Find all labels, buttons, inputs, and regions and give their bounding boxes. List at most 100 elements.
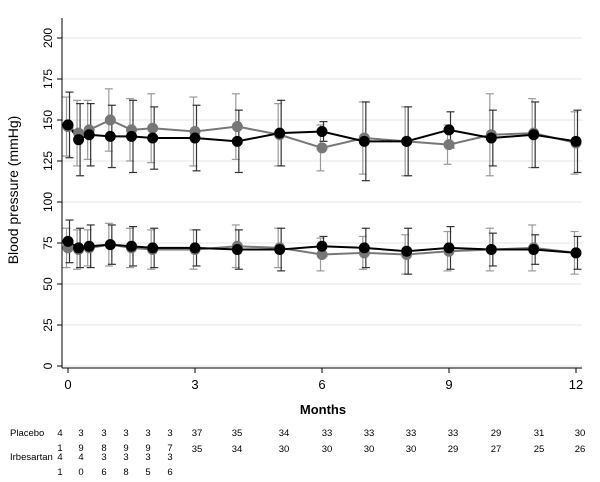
risk-table-cell: 0	[78, 467, 83, 478]
irbesartan-systolic-point	[147, 132, 159, 144]
risk-table-cell: 3	[167, 428, 172, 439]
irbesartan-diastolic-point	[126, 240, 137, 252]
risk-table-cell: 30	[575, 428, 586, 439]
irbesartan-systolic-point	[104, 130, 116, 142]
risk-table-cell: 34	[279, 428, 290, 439]
risk-table-cell: 3	[123, 452, 128, 463]
irbesartan-diastolic-point	[358, 242, 370, 254]
irbesartan-diastolic-point	[147, 242, 159, 254]
risk-table-cell: 27	[491, 444, 502, 455]
series-points	[62, 114, 582, 260]
irbesartan-systolic-point	[485, 132, 497, 144]
irbesartan-systolic-point	[316, 125, 328, 137]
risk-table-cell: 5	[145, 467, 150, 478]
irbesartan-systolic-point	[528, 129, 540, 141]
risk-table-cell: 31	[534, 428, 545, 439]
irbesartan-diastolic-line	[67, 240, 577, 254]
irbesartan-diastolic-point	[73, 242, 85, 254]
irbesartan-diastolic-point	[443, 242, 455, 254]
y-tick-label: 175	[41, 69, 55, 89]
risk-table-cell: 30	[279, 444, 290, 455]
irbesartan-diastolic-point	[570, 247, 582, 259]
risk-table-cell: 4	[57, 428, 62, 439]
risk-table-cell: 30	[406, 444, 417, 455]
y-tick-label: 100	[41, 192, 55, 212]
placebo-diastolic-point	[316, 248, 328, 260]
irbesartan-diastolic-point	[62, 235, 74, 247]
irbesartan-systolic-point	[62, 119, 74, 131]
risk-table-cell: 30	[322, 444, 333, 455]
risk-table-row-label: Irbesartan	[10, 452, 53, 463]
y-axis-label: Blood pressure (mmHg)	[5, 116, 21, 265]
risk-table-cell: 33	[364, 428, 375, 439]
x-tick-label: 0	[64, 377, 71, 392]
x-tick-label: 3	[191, 377, 198, 392]
irbesartan-diastolic-point	[189, 242, 201, 254]
risk-table-cell: 35	[192, 444, 203, 455]
irbesartan-diastolic-point	[485, 244, 497, 256]
risk-table-cell: 8	[101, 443, 106, 454]
irbesartan-systolic-point	[73, 134, 85, 146]
grid-lines	[62, 37, 582, 367]
placebo-systolic-point	[147, 122, 159, 134]
irbesartan-systolic-point	[274, 127, 286, 139]
irbesartan-systolic-point	[189, 132, 201, 144]
placebo-systolic-point	[104, 114, 116, 126]
risk-table-cell: 3	[145, 428, 150, 439]
y-tick-label: 200	[41, 28, 55, 48]
irbesartan-diastolic-point	[231, 244, 243, 256]
y-tick-label: 0	[41, 362, 55, 369]
risk-table-cell: 3	[78, 428, 83, 439]
irbesartan-systolic-point	[83, 129, 95, 141]
irbesartan-diastolic-point	[401, 245, 413, 257]
risk-table-cell: 35	[232, 428, 243, 439]
risk-table-cell: 37	[192, 428, 203, 439]
x-tick-label: 12	[569, 377, 583, 392]
risk-table-row-label: Placebo	[10, 428, 44, 439]
irbesartan-diastolic-point	[83, 240, 95, 252]
irbesartan-systolic-point	[358, 135, 370, 147]
irbesartan-systolic-point	[401, 135, 413, 147]
risk-table-cell: 3	[123, 428, 128, 439]
x-tick-label: 6	[318, 377, 325, 392]
irbesartan-systolic-point	[570, 135, 582, 147]
y-tick-label: 150	[41, 110, 55, 130]
risk-table-cell: 9	[145, 443, 150, 454]
risk-table-cell: 9	[123, 443, 128, 454]
risk-table-cell: 8	[123, 467, 128, 478]
risk-table-cell: 29	[491, 428, 502, 439]
irbesartan-systolic-point	[126, 130, 137, 142]
placebo-systolic-point	[443, 139, 455, 151]
risk-table-cell: 3	[101, 452, 106, 463]
risk-table-cell: 3	[167, 452, 172, 463]
risk-table-cell: 3	[145, 452, 150, 463]
risk-table-cell: 25	[534, 444, 545, 455]
irbesartan-systolic-line	[67, 124, 577, 143]
series-lines	[67, 118, 577, 256]
risk-table-cell: 33	[322, 428, 333, 439]
x-axis-label: Months	[300, 402, 346, 417]
risk-table-cell: 4	[78, 452, 83, 463]
risk-table-cell: 26	[575, 444, 586, 455]
placebo-systolic-point	[231, 121, 243, 133]
risk-table-cell: 6	[101, 467, 106, 478]
irbesartan-diastolic-point	[104, 239, 116, 251]
risk-table-cell: 6	[167, 467, 172, 478]
risk-table-cell: 1	[57, 467, 62, 478]
axes: 0 25 50 75 100 125 150 175 200 0 3 6 9 12	[41, 18, 583, 392]
risk-table-cell: 1	[57, 443, 62, 454]
irbesartan-systolic-point	[443, 124, 455, 136]
irbesartan-diastolic-point	[274, 244, 286, 256]
irbesartan-systolic-point	[231, 135, 243, 147]
irbesartan-diastolic-point	[316, 240, 328, 252]
y-tick-label: 75	[41, 236, 55, 250]
risk-table-cell: 9	[78, 443, 83, 454]
y-tick-label: 25	[41, 318, 55, 332]
risk-table-cell: 3	[101, 428, 106, 439]
risk-table-cell: 34	[232, 444, 243, 455]
risk-table-cell: 29	[448, 444, 459, 455]
irbesartan-diastolic-point	[528, 244, 540, 256]
risk-table-cell: 7	[167, 443, 172, 454]
